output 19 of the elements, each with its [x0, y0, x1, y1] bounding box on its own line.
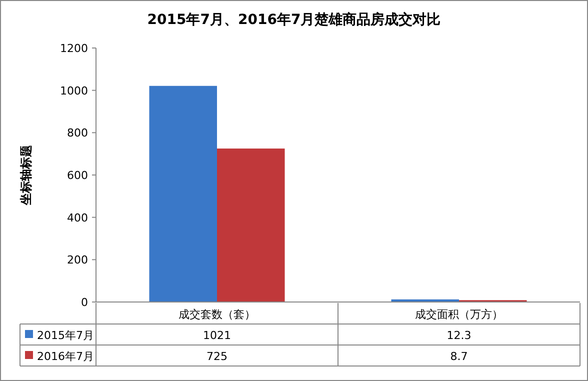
data-label: 725: [206, 350, 228, 363]
y-tick-label: 800: [67, 126, 88, 140]
y-tick-label: 1000: [60, 84, 88, 98]
y-tick-label: 200: [67, 254, 88, 267]
y-tick-label: 1200: [60, 42, 88, 55]
data-label: 1021: [203, 329, 231, 342]
data-label: 12.3: [446, 329, 472, 342]
legend-label: 2015年7月: [37, 329, 94, 342]
legend-label: 2016年7月: [37, 350, 94, 363]
y-tick-label: 0: [81, 296, 88, 309]
bar: [149, 86, 217, 302]
x-tick-label: 成交面积（万方）: [415, 308, 503, 321]
x-tick-label: 成交套数（套）: [178, 308, 256, 321]
y-tick-label: 400: [67, 211, 88, 224]
bar: [217, 148, 285, 302]
data-label: 8.7: [450, 350, 468, 363]
y-tick-label: 600: [67, 169, 88, 182]
chart-title: 2015年7月、2016年7月楚雄商品房成交对比: [147, 11, 441, 28]
y-axis-title: 坐标轴标题: [19, 145, 33, 206]
